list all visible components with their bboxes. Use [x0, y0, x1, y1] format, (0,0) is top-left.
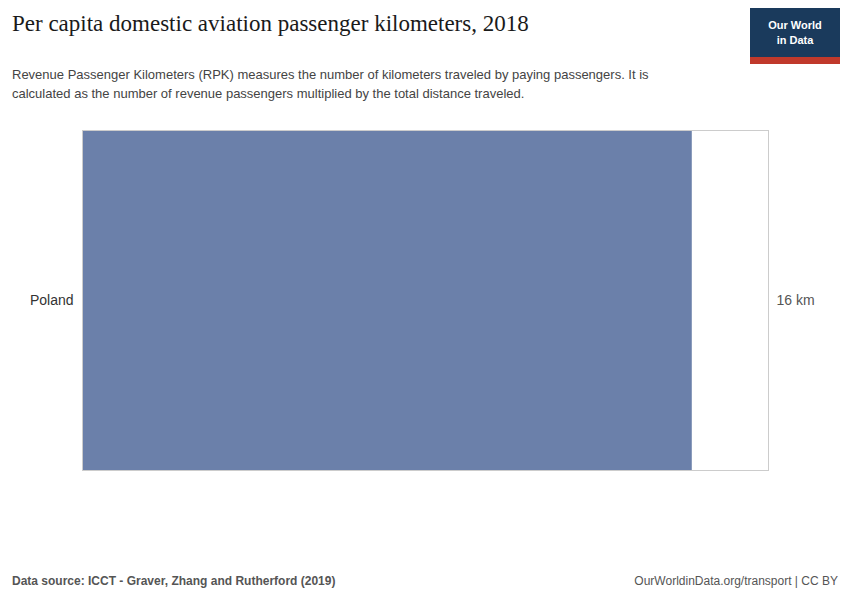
html-text:Data source: ICCT - Graver, Zh: Data source: ICCT - Graver, Zhang and Ru…: [12, 574, 336, 588]
html-text:Per capita domestic aviation p: Per capita domestic aviation passenger k…: [12, 11, 529, 36]
svg-text:Poland: Poland: [30, 292, 74, 308]
html-text:Revenue Passenger Kilometers (: Revenue Passenger Kilometers (RPK) measu…: [12, 66, 649, 102]
svg-text:16 km: 16 km: [777, 292, 815, 308]
html-text:in Data: in Data: [776, 33, 814, 46]
html-text:Our World: Our World: [768, 19, 822, 32]
html-text:OurWorldinData.org/transport |: OurWorldinData.org/transport | CC BY: [634, 574, 838, 588]
